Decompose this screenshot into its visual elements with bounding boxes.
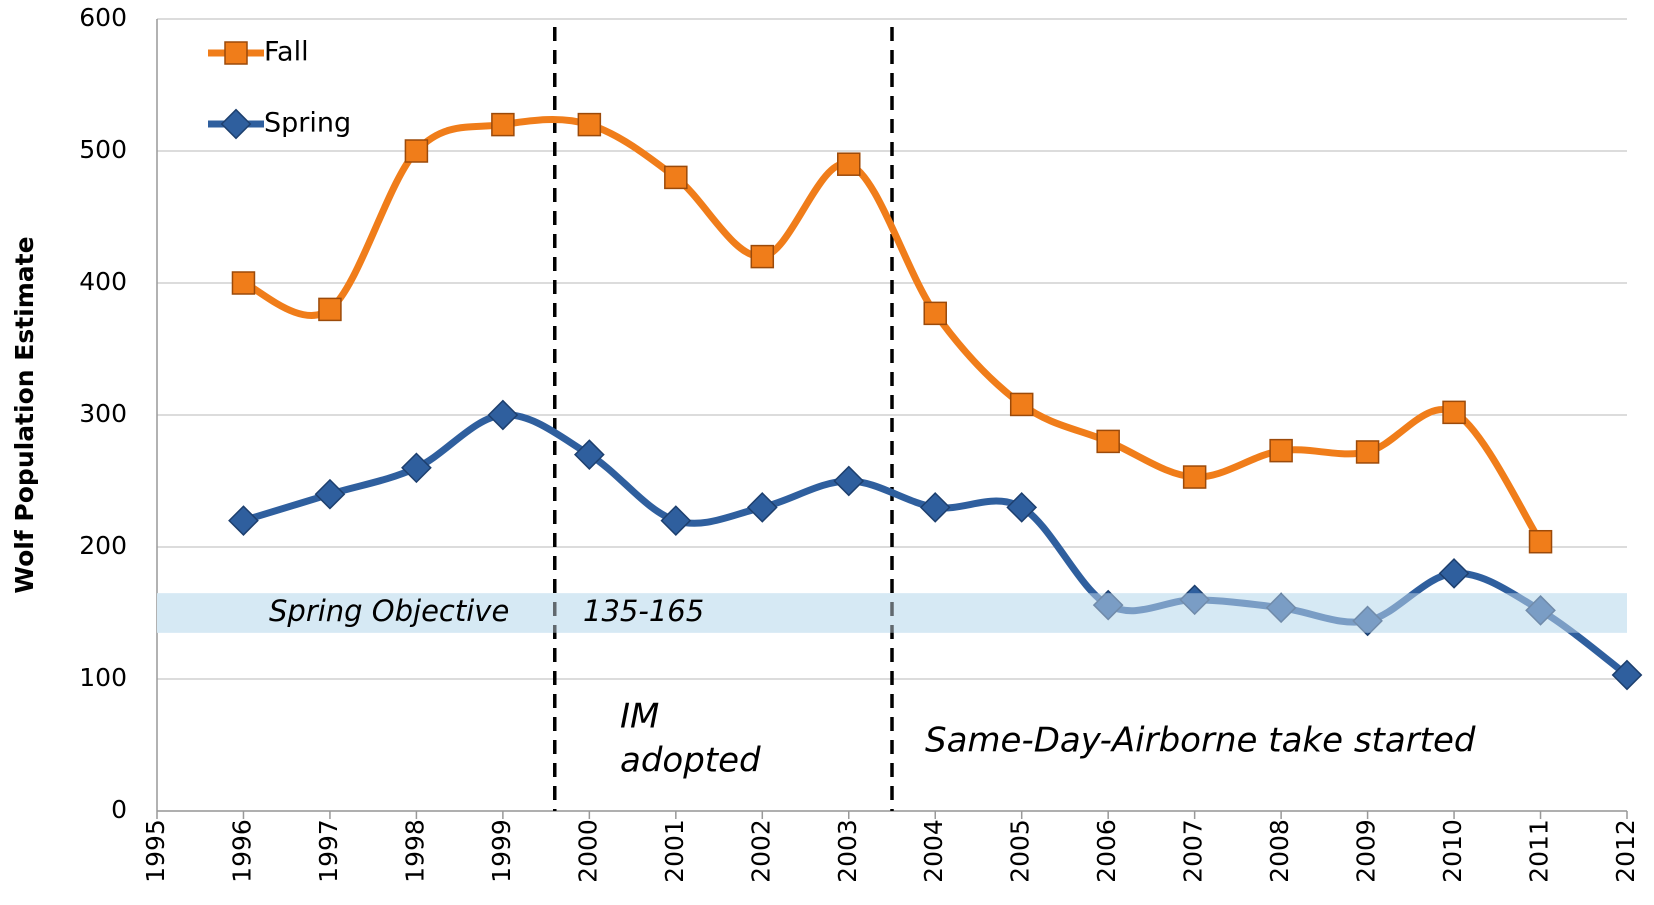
marker: [401, 452, 432, 484]
marker: [1009, 392, 1034, 417]
x-tick-label: 2001: [660, 819, 689, 883]
y-tick-label: 500: [79, 135, 127, 164]
x-tick-label: 2005: [1006, 819, 1035, 883]
marker: [1355, 440, 1380, 464]
marker: [1528, 529, 1553, 554]
marker: [1438, 558, 1470, 589]
marker: [660, 505, 692, 536]
x-tick-label: 2006: [1092, 819, 1121, 883]
x-tick-label: 2003: [833, 819, 862, 883]
x-tick-label: 2012: [1611, 819, 1640, 883]
annotation: Same-Day-Airborne take started: [925, 721, 1476, 761]
x-tick-label: 2000: [573, 819, 602, 883]
marker: [573, 439, 605, 470]
y-tick-label: 100: [79, 663, 127, 692]
marker: [231, 271, 256, 295]
marker: [577, 112, 602, 137]
marker: [318, 297, 342, 322]
band-label: Spring Objective: [269, 594, 509, 628]
x-tick-label: 2009: [1352, 819, 1381, 883]
y-axis-label: Wolf Population Estimate: [10, 236, 39, 593]
marker: [746, 492, 778, 523]
marker: [833, 465, 865, 497]
x-tick-label: 1996: [227, 819, 256, 883]
marker: [1525, 594, 1556, 626]
marker: [837, 152, 861, 176]
x-tick-label: 1999: [487, 819, 516, 883]
objective-band: [157, 593, 1627, 633]
marker: [404, 139, 429, 163]
marker: [1442, 400, 1466, 425]
marker: [1092, 589, 1124, 621]
y-tick-label: 0: [111, 795, 127, 824]
band-range-label: 135-165: [583, 594, 704, 628]
marker: [750, 244, 775, 269]
x-tick-label: 1998: [400, 819, 429, 883]
marker: [314, 478, 346, 510]
marker: [220, 108, 252, 140]
annotation: IM: [620, 697, 659, 737]
marker: [919, 492, 951, 523]
annotation: adopted: [620, 741, 761, 781]
marker: [487, 399, 519, 431]
y-tick-label: 600: [79, 3, 127, 32]
marker: [1265, 592, 1297, 624]
marker: [1269, 438, 1293, 463]
x-tick-label: 1997: [314, 819, 343, 883]
x-tick-label: 1995: [141, 819, 170, 883]
x-tick-label: 2010: [1438, 819, 1467, 883]
marker: [664, 165, 688, 190]
x-tick-label: 2002: [746, 819, 775, 883]
marker: [923, 301, 947, 326]
marker: [1611, 659, 1643, 691]
y-tick-label: 300: [79, 399, 127, 428]
marker: [1006, 492, 1038, 523]
marker: [1096, 429, 1120, 454]
marker: [491, 112, 515, 137]
y-tick-label: 400: [79, 267, 127, 296]
legend-label: Fall: [264, 37, 309, 68]
marker: [1352, 605, 1383, 637]
legend-label: Spring: [264, 108, 351, 139]
marker: [228, 505, 259, 536]
y-tick-label: 200: [79, 531, 127, 560]
series-line: [242, 411, 1630, 678]
x-tick-label: 2007: [1179, 819, 1208, 883]
marker: [1182, 465, 1207, 489]
marker: [224, 41, 248, 65]
x-tick-label: 2011: [1525, 819, 1554, 883]
series-line: [242, 116, 1544, 544]
marker: [1179, 584, 1211, 616]
x-tick-label: 2008: [1265, 819, 1294, 883]
x-tick-label: 2004: [919, 819, 948, 883]
